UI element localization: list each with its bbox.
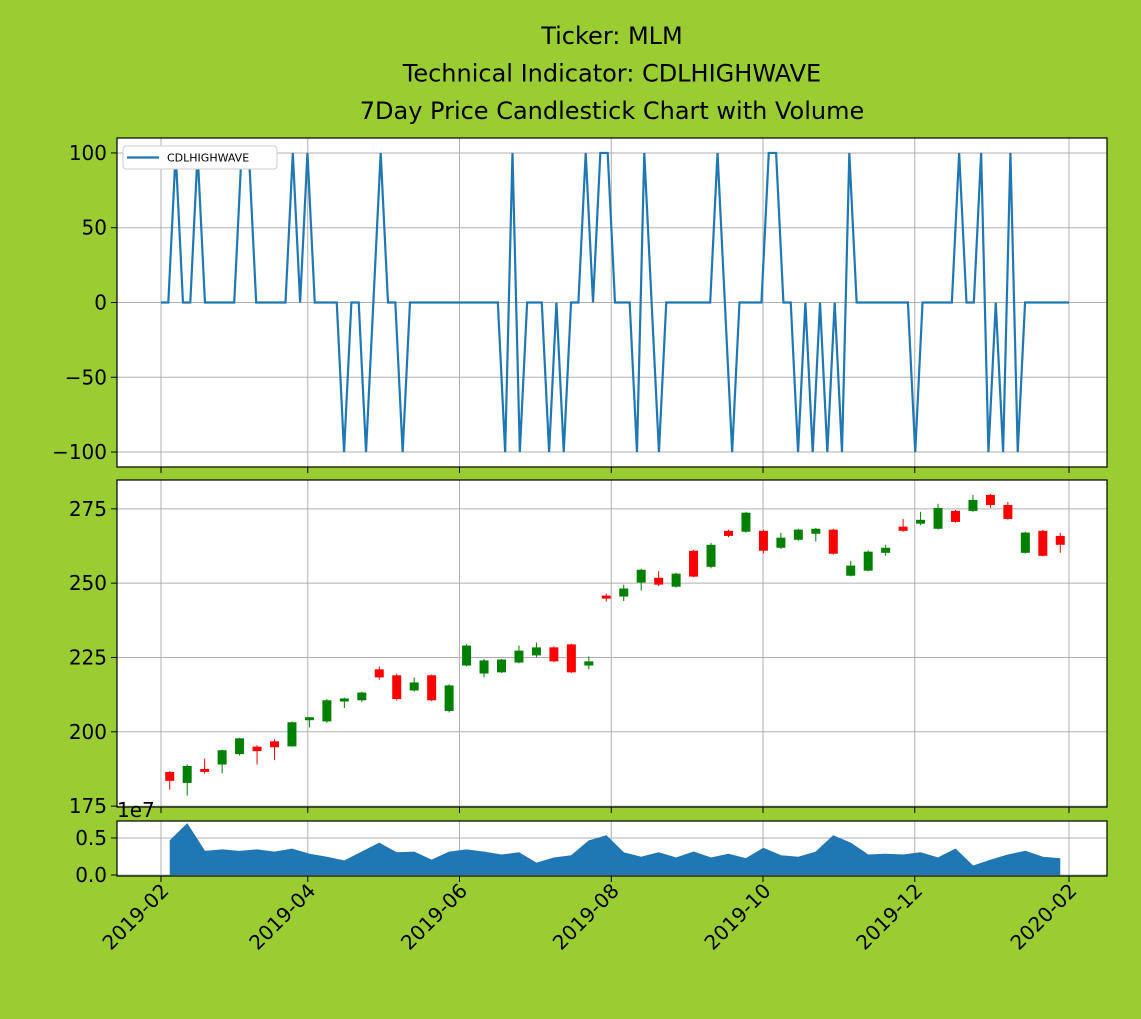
candle-body — [985, 494, 995, 505]
legend-label: CDLHIGHWAVE — [167, 152, 249, 165]
candle-body — [636, 569, 646, 583]
y-tick-label: −100 — [52, 440, 107, 464]
candle-body — [671, 573, 681, 587]
candle-body — [200, 768, 210, 772]
candle-body — [811, 528, 821, 534]
candle-body — [758, 530, 768, 551]
y-tick-label: −50 — [65, 365, 107, 389]
y-tick-label: 0.5 — [75, 826, 107, 850]
chart-title: Ticker: MLM — [540, 22, 683, 50]
candle-body — [741, 512, 751, 532]
candle-body — [531, 647, 541, 656]
candle-body — [566, 644, 576, 673]
chart-title: Technical Indicator: CDLHIGHWAVE — [402, 60, 821, 88]
legend-box — [122, 145, 278, 170]
candle-body — [933, 507, 943, 529]
candle-body — [182, 765, 192, 783]
candle-body — [392, 675, 402, 700]
plot-area — [117, 480, 1107, 807]
plot-frame — [116, 479, 1108, 808]
candle-body — [776, 537, 786, 548]
candle-body — [968, 499, 978, 511]
candle-body — [951, 510, 960, 522]
candle-body — [217, 750, 227, 765]
candle-body — [339, 698, 349, 702]
candle-body — [654, 577, 664, 585]
indicator-line — [161, 151, 1069, 453]
y-tick-label: 100 — [69, 141, 107, 165]
y-tick-label: 0.0 — [75, 863, 107, 887]
candle-body — [322, 700, 332, 722]
y-offset-label: 1e7 — [117, 798, 155, 822]
y-tick-label: 225 — [69, 645, 107, 669]
candle-body — [514, 650, 524, 663]
x-tick-label: 2019-10 — [699, 879, 775, 955]
y-tick-label: 250 — [69, 571, 107, 595]
candle-body — [619, 588, 629, 597]
area-line — [169, 823, 1061, 867]
x-tick-label: 2019-06 — [396, 879, 472, 955]
y-tick-label: 50 — [82, 216, 107, 240]
plot — [117, 480, 1107, 807]
candle-body — [1003, 504, 1013, 519]
plot — [117, 821, 1107, 876]
x-tick-label: 2019-02 — [97, 879, 173, 955]
candle-body — [724, 530, 733, 536]
candle-body — [828, 529, 838, 554]
y-tick-label: 0 — [94, 291, 107, 315]
candle-body — [235, 738, 245, 755]
candle-body — [409, 682, 419, 691]
plot-frame — [116, 820, 1108, 877]
x-tick-label: 2020-02 — [1005, 879, 1081, 955]
candle-body — [793, 529, 803, 540]
y-tick-label: 200 — [69, 720, 107, 744]
candle-body — [584, 661, 594, 666]
candle-body — [252, 746, 262, 752]
candle-body — [165, 771, 175, 781]
candle-body — [549, 647, 559, 662]
chart-title: 7Day Price Candlestick Chart with Volume — [360, 97, 865, 125]
candle-body — [444, 685, 454, 711]
candle-body — [1020, 532, 1030, 553]
candle-body — [427, 675, 437, 701]
candle-body — [881, 547, 891, 553]
candle-body — [304, 717, 314, 721]
x-tick-label: 2019-12 — [851, 879, 927, 955]
candle-body — [846, 565, 856, 576]
candle-body — [497, 659, 506, 673]
area-fill — [169, 823, 1061, 876]
candle-body — [601, 595, 611, 599]
plot — [117, 138, 1107, 467]
y-tick-label: 175 — [69, 794, 107, 818]
y-tick-label: 275 — [69, 497, 107, 521]
candle-body — [287, 722, 297, 747]
candle-body — [479, 660, 489, 674]
candle-body — [916, 519, 926, 524]
candle-body — [863, 551, 873, 571]
candle-body — [1055, 535, 1065, 545]
candle-body — [357, 692, 367, 701]
candle-body — [1038, 530, 1048, 556]
candle-body — [374, 669, 384, 678]
candle-body — [706, 544, 716, 567]
candle-body — [898, 526, 908, 531]
x-tick-label: 2019-08 — [548, 879, 624, 955]
candle-body — [462, 645, 472, 666]
candle-body — [689, 550, 699, 577]
candle-body — [270, 741, 279, 748]
plot-frame — [116, 137, 1108, 468]
x-tick-label: 2019-04 — [244, 879, 320, 955]
